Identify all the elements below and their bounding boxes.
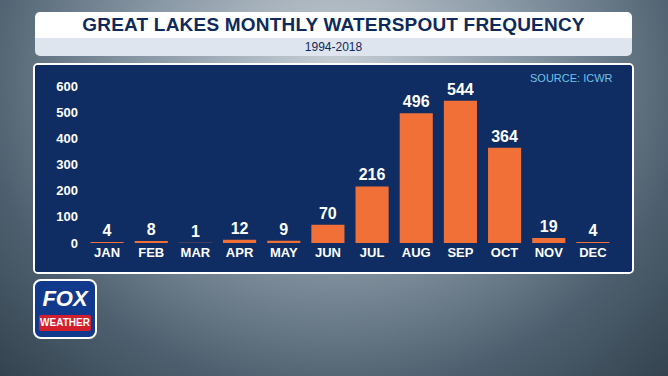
svg-text:SOURCE: ICWR: SOURCE: ICWR xyxy=(530,72,613,84)
svg-text:8: 8 xyxy=(147,221,156,238)
svg-text:JUN: JUN xyxy=(315,245,341,260)
svg-text:496: 496 xyxy=(403,93,430,110)
svg-text:544: 544 xyxy=(447,81,474,98)
svg-text:364: 364 xyxy=(491,128,518,145)
html-text:FOX: FOX xyxy=(42,286,88,311)
svg-text:NOV: NOV xyxy=(535,245,564,260)
svg-text:70: 70 xyxy=(319,205,337,222)
svg-text:FEB: FEB xyxy=(138,245,164,260)
svg-text:AUG: AUG xyxy=(402,245,431,260)
svg-text:100: 100 xyxy=(56,209,78,224)
svg-text:500: 500 xyxy=(56,105,78,120)
svg-text:300: 300 xyxy=(56,157,78,172)
svg-text:DEC: DEC xyxy=(579,245,607,260)
svg-text:JUL: JUL xyxy=(360,245,385,260)
svg-text:12: 12 xyxy=(231,220,249,237)
svg-text:MAY: MAY xyxy=(270,245,298,260)
html-text:1994-2018: 1994-2018 xyxy=(304,40,363,54)
svg-text:9: 9 xyxy=(279,221,288,238)
svg-text:MAR: MAR xyxy=(181,245,211,260)
html-text:WEATHER: WEATHER xyxy=(40,317,90,328)
svg-text:1: 1 xyxy=(191,223,200,240)
svg-text:4: 4 xyxy=(588,222,597,239)
svg-text:200: 200 xyxy=(56,183,78,198)
svg-text:APR: APR xyxy=(226,245,254,260)
html-text:GREAT LAKES MONTHLY WATERSPOUT: GREAT LAKES MONTHLY WATERSPOUT FREQUENCY xyxy=(82,14,585,35)
svg-text:0: 0 xyxy=(71,236,78,251)
svg-text:JAN: JAN xyxy=(94,245,120,260)
svg-text:600: 600 xyxy=(56,79,78,94)
svg-text:19: 19 xyxy=(540,218,558,235)
svg-text:4: 4 xyxy=(103,222,112,239)
svg-text:OCT: OCT xyxy=(491,245,518,260)
svg-text:400: 400 xyxy=(56,131,78,146)
svg-text:SEP: SEP xyxy=(447,245,473,260)
svg-text:216: 216 xyxy=(359,166,386,183)
